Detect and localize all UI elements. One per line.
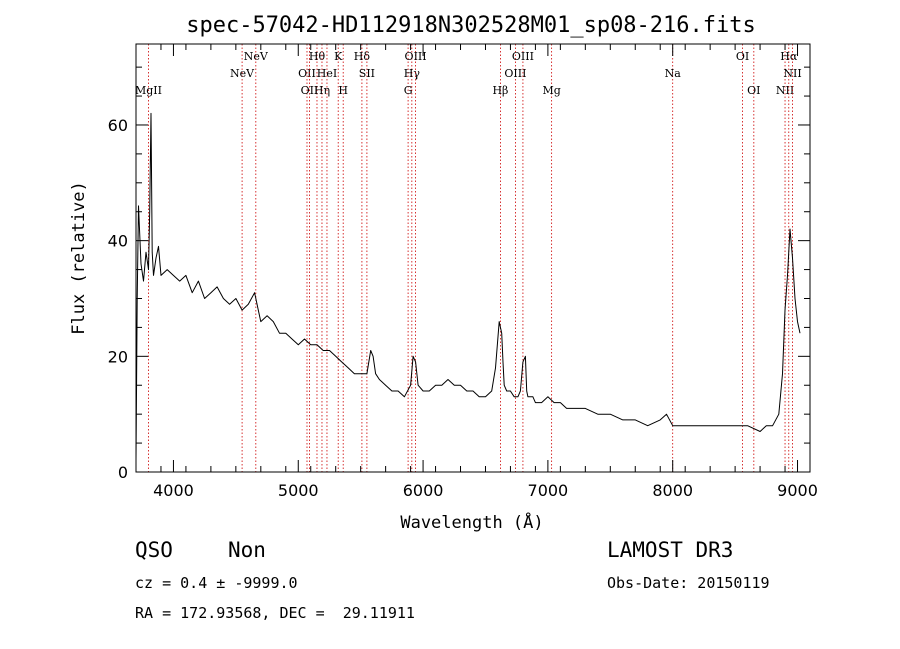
line-label-10: Hδ: [354, 50, 371, 63]
spectrum-layer: [135, 112, 801, 461]
line-label-16: OIII: [504, 67, 526, 80]
object-class: QSO: [135, 538, 173, 562]
line-label-24: NII: [783, 67, 801, 80]
survey-label: LAMOST DR3: [607, 538, 734, 562]
y-tick-label-3: 60: [108, 116, 128, 135]
line-label-9: H: [338, 84, 348, 97]
line-label-13: Hγ: [404, 67, 421, 80]
line-label-1: NeV: [230, 67, 255, 80]
redshift-value: cz = 0.4 ± -9999.0: [135, 574, 298, 592]
x-tick-label-4: 8000: [652, 481, 693, 500]
chart-title: spec-57042-HD112918N302528M01_sp08-216.f…: [186, 13, 756, 38]
object-subclass: Non: [228, 538, 266, 562]
plot-frame: [135, 43, 811, 473]
line-label-11: SII: [359, 67, 375, 80]
y-tick-label-2: 40: [108, 232, 128, 251]
line-label-21: OI: [747, 84, 760, 97]
line-label-19: Na: [665, 67, 682, 80]
line-label-12: G: [404, 84, 413, 97]
line-label-0: MgII: [135, 84, 162, 97]
line-label-3: OII: [298, 67, 316, 80]
axis-ticks: 4000 5000 6000 7000 8000 9000 0 20 40 60: [108, 44, 818, 500]
line-label-2: NeV: [244, 50, 269, 63]
line-label-15: Hβ: [492, 84, 508, 97]
x-tick-label-5: 9000: [777, 481, 818, 500]
x-tick-label-3: 7000: [528, 481, 569, 500]
x-axis-label: Wavelength (Å): [400, 511, 543, 533]
line-label-7: HeI: [317, 67, 337, 80]
line-label-18: Mg: [542, 84, 560, 97]
sky-coordinates: RA = 172.93568, DEC = 29.11911: [135, 604, 415, 622]
y-axis-label: Flux (relative): [69, 181, 89, 335]
line-label-6: Hη: [314, 84, 330, 97]
observation-date: Obs-Date: 20150119: [607, 574, 770, 592]
line-label-17: OIII: [512, 50, 534, 63]
line-label-22: NII: [776, 84, 794, 97]
x-tick-label-0: 4000: [153, 481, 194, 500]
y-tick-label-0: 0: [118, 463, 128, 482]
x-tick-label-2: 6000: [403, 481, 444, 500]
line-label-4: OII: [301, 84, 319, 97]
spectrum-line: [135, 112, 801, 461]
emission-line-markers: MgII NeV NeV OII OII Hθ Hη HeI K H Hδ SII G Hγ OIII Hβ O…: [135, 44, 802, 472]
x-tick-label-1: 5000: [278, 481, 319, 500]
y-tick-label-1: 20: [108, 347, 128, 366]
line-label-23: Hα: [780, 50, 798, 63]
line-label-14: OIII: [405, 50, 427, 63]
line-label-20: OI: [736, 50, 749, 63]
line-label-5: Hθ: [309, 50, 326, 63]
line-label-8: K: [334, 50, 343, 63]
spectrum-chart: spec-57042-HD112918N302528M01_sp08-216.f…: [69, 13, 818, 533]
